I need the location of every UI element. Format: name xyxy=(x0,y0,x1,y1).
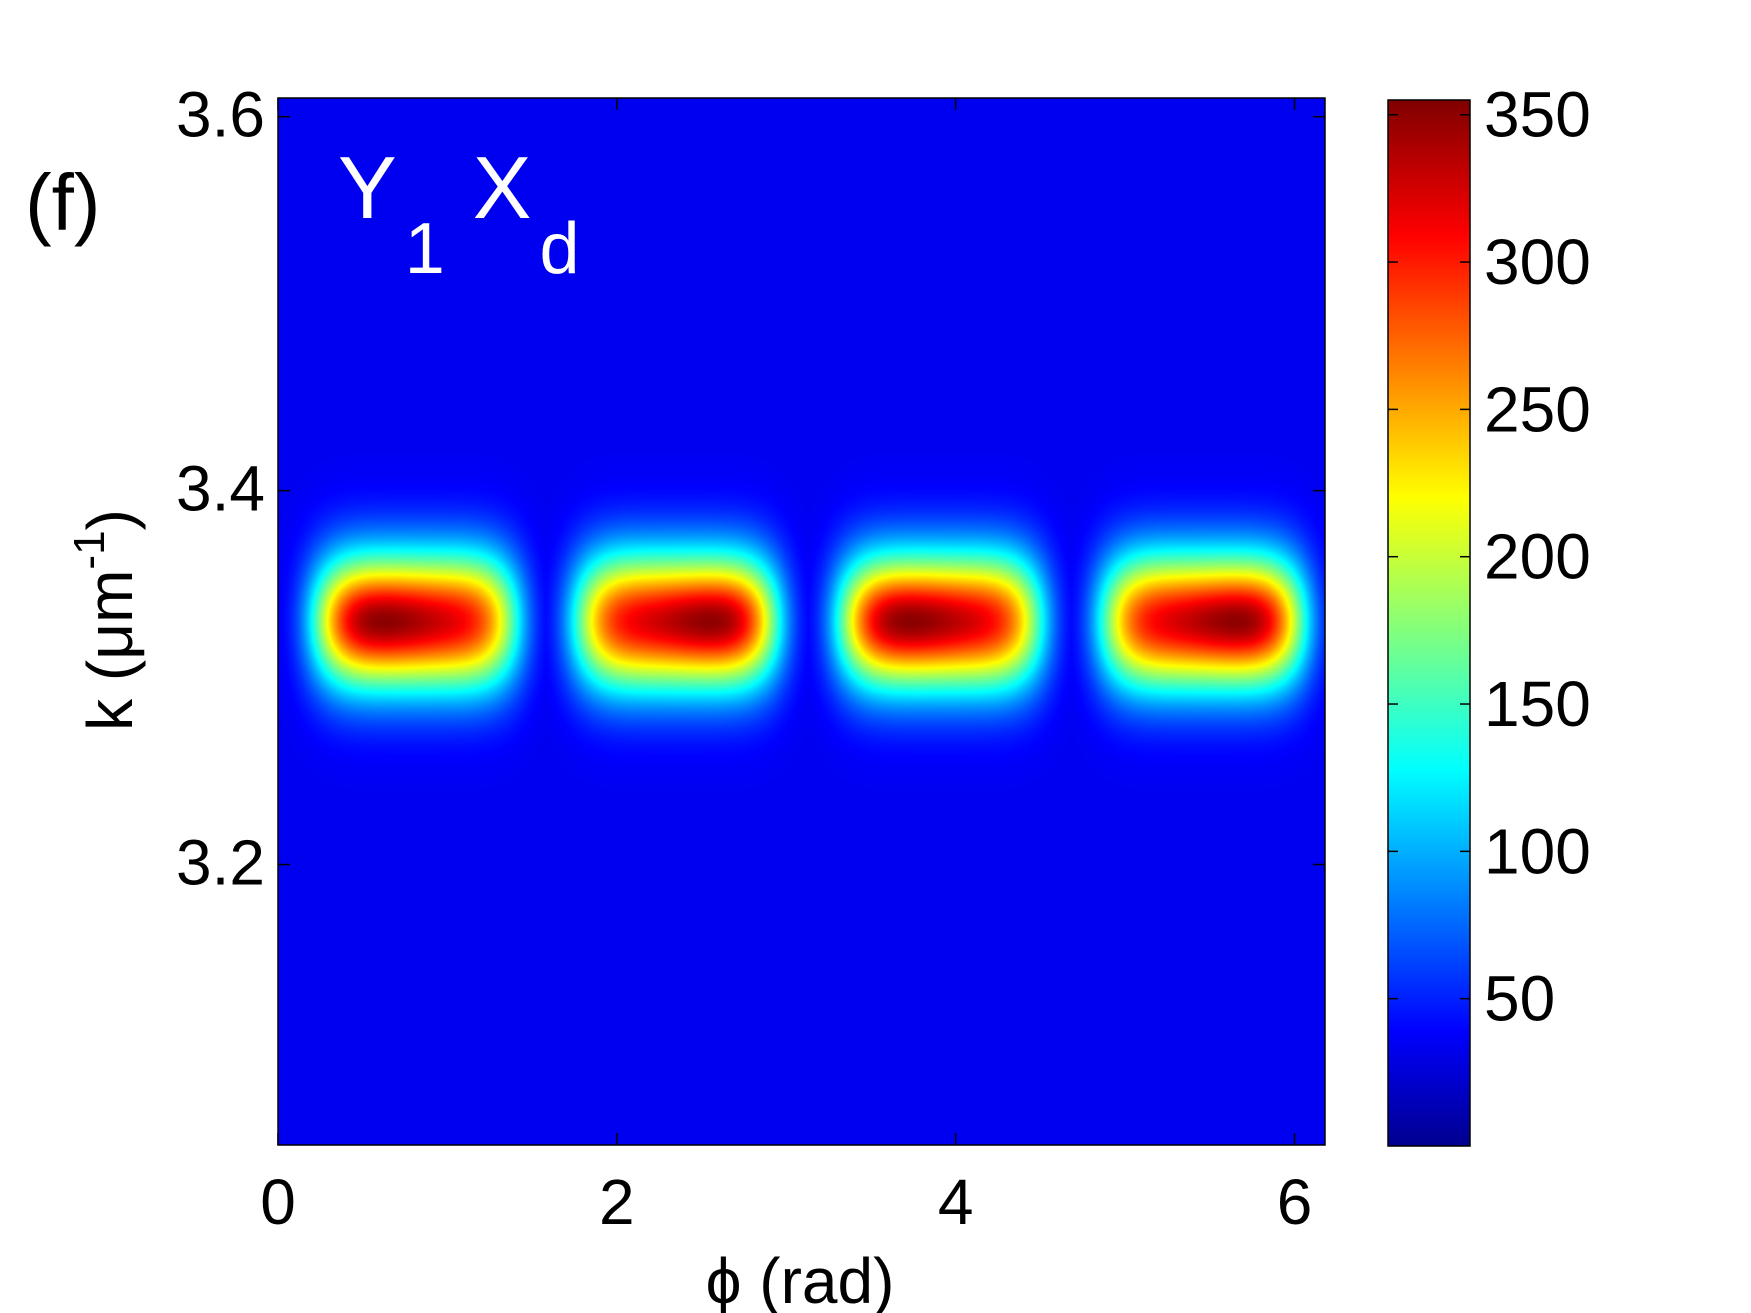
colorbar-tick-label: 50 xyxy=(1484,963,1555,1035)
y-tick-label: 3.2 xyxy=(176,827,265,899)
heatmap-area xyxy=(278,98,1325,1145)
y-axis-label-base: k (μm xyxy=(74,570,146,731)
annotation-main2: X xyxy=(473,138,532,237)
colorbar-tick-label: 100 xyxy=(1484,815,1591,887)
y-tick-label: 3.4 xyxy=(176,453,265,525)
annotation-main: Y xyxy=(338,138,397,237)
x-tick-label: 2 xyxy=(599,1166,635,1238)
y-axis-label-sup: -1 xyxy=(65,530,114,569)
colorbar xyxy=(1387,99,1471,1147)
y-axis-label: k (μm-1) xyxy=(65,509,146,731)
annotation-sub1: 1 xyxy=(405,209,445,289)
colorbar-tick-label: 200 xyxy=(1484,521,1591,593)
y-tick-group: 3.2 3.4 3.6 xyxy=(176,79,1325,899)
annotation-sub2: d xyxy=(539,209,579,289)
y-axis-label-close: ) xyxy=(74,509,146,530)
x-tick-group: 0 2 4 6 xyxy=(260,98,1312,1238)
plot-frame xyxy=(277,97,1326,1146)
colorbar-tick-group: 50 100 150 200 250 300 350 xyxy=(1388,79,1591,1035)
colorbar-tick-label: 300 xyxy=(1484,226,1591,298)
colorbar-tick-label: 150 xyxy=(1484,668,1591,740)
colorbar-tick-label: 250 xyxy=(1484,373,1591,445)
x-tick-label: 6 xyxy=(1277,1166,1313,1238)
panel-label: (f) xyxy=(25,158,101,247)
colorbar-tick-label: 350 xyxy=(1484,79,1591,151)
x-tick-label: 4 xyxy=(938,1166,974,1238)
x-axis-label: ϕ (rad) xyxy=(706,1245,895,1313)
plot-annotation: Y1Xd xyxy=(338,138,580,289)
x-tick-label: 0 xyxy=(260,1166,296,1238)
y-tick-label: 3.6 xyxy=(176,79,265,151)
